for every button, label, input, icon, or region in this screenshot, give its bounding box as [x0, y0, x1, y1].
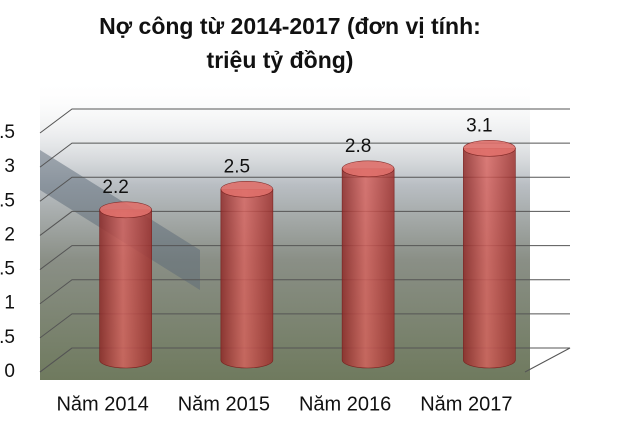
value-label: 2.8	[345, 136, 371, 157]
bar-part	[341, 160, 395, 178]
bar-part	[341, 168, 395, 369]
y-tick-label: 2	[4, 224, 15, 245]
y-tick-label: 1.5	[0, 259, 15, 280]
chart-title: Nợ công từ 2014-2017 (đơn vị tính:	[99, 13, 481, 39]
bar	[463, 140, 516, 369]
bar-part	[99, 201, 152, 219]
bar	[341, 160, 395, 369]
y-tick-label: 0.5	[0, 327, 15, 348]
x-tick-label: Năm 2017	[420, 393, 512, 415]
grid-line	[39, 176, 570, 202]
bar-part	[220, 180, 274, 198]
value-label: 2.5	[224, 156, 250, 177]
floor	[39, 347, 571, 373]
x-tick-label: Năm 2015	[178, 393, 270, 415]
value-label: 2.2	[102, 177, 128, 198]
bar-part	[463, 140, 516, 157]
bar-part	[220, 188, 274, 369]
grid-line	[39, 313, 570, 339]
bar	[220, 180, 274, 369]
bar-part	[463, 148, 516, 369]
y-tick-label: 0	[4, 361, 15, 382]
y-tick-label: 2.5	[0, 190, 15, 211]
y-tick-label: 3.5	[0, 122, 15, 143]
bar	[99, 201, 152, 369]
grid-line	[39, 245, 570, 270]
grid-line	[39, 279, 570, 305]
y-tick-label: 3	[4, 156, 15, 177]
x-tick-label: Năm 2014	[56, 393, 148, 415]
grid-line	[39, 210, 570, 236]
grid-line	[39, 108, 570, 134]
grid-line	[39, 142, 570, 168]
y-tick-label: 1	[4, 293, 15, 314]
bar-part	[99, 209, 152, 369]
value-label: 3.1	[466, 115, 492, 136]
chart-title: triệu tỷ đồng)	[207, 47, 354, 73]
x-tick-label: Năm 2016	[299, 393, 391, 415]
